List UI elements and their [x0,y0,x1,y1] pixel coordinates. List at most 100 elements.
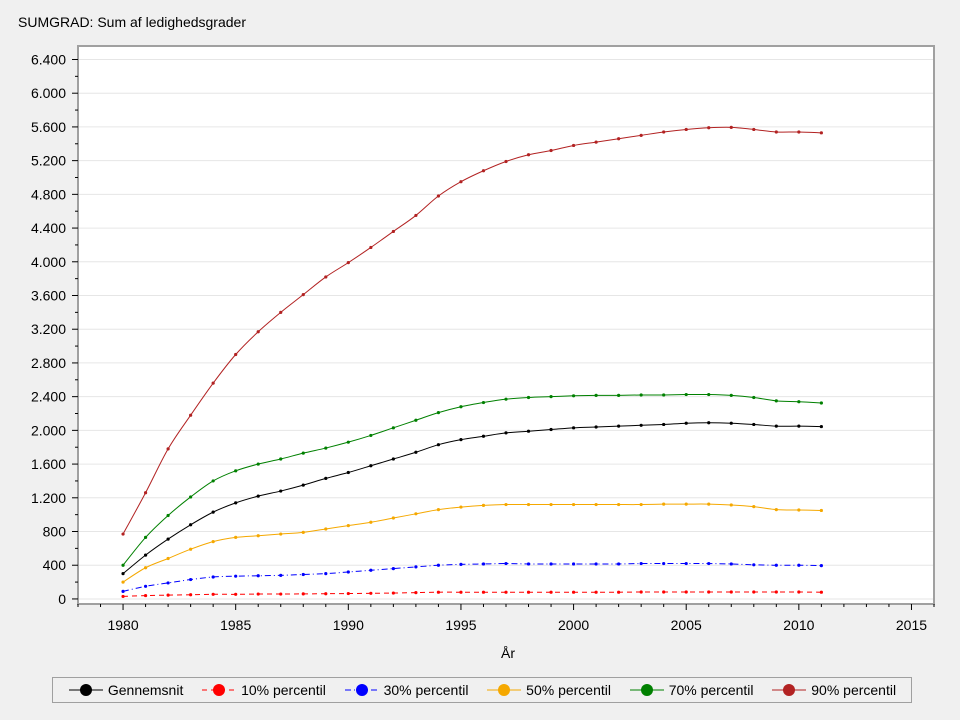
legend-label: Gennemsnit [107,682,184,698]
data-point [436,411,441,415]
legend: Gennemsnit 10% percentil 30% percentil 50% … [52,677,912,703]
legend-label: 30% percentil [383,682,469,698]
data-point [549,148,553,153]
data-point [662,502,666,506]
legend-label: 10% percentil [241,682,326,698]
data-point [662,561,666,566]
data-point [301,293,305,297]
data-point [549,427,553,432]
data-point [234,535,238,540]
data-point [436,590,441,594]
data-point [189,547,193,551]
data-point [211,575,215,579]
data-point [571,590,576,594]
data-point [391,457,395,461]
data-point [752,395,756,400]
data-point [324,592,328,596]
data-point [279,573,283,577]
data-point [414,418,418,422]
data-point [684,590,688,594]
data-point [234,592,238,596]
series-70-percentil [121,392,823,567]
data-point [324,476,328,481]
data-point [166,513,170,518]
data-point [526,395,531,400]
data-point [459,505,463,509]
y-tick-label: 6.000 [31,85,66,101]
data-point [617,424,621,428]
data-point [481,400,486,405]
x-tick-label: 1985 [220,617,251,633]
data-point [504,502,508,507]
data-point [391,229,395,234]
data-point [797,563,801,567]
data-point [166,556,170,561]
data-point [526,562,531,566]
data-point [797,424,801,428]
data-point [481,169,486,173]
data-point [346,470,350,475]
data-point [121,563,125,567]
data-point [324,275,328,279]
data-point [436,563,441,567]
data-point [662,130,666,134]
plot-frame [77,45,935,605]
data-point [121,532,125,536]
data-point [481,562,486,566]
x-tick-label: 2005 [671,617,702,633]
data-point [143,584,148,588]
data-point [166,593,170,597]
legend-label: 50% percentil [526,682,611,698]
data-point [301,530,305,534]
data-point [526,153,531,157]
data-point [166,447,170,451]
data-point [279,457,283,461]
data-point [301,451,305,455]
data-point [752,127,756,132]
y-tick-label: 2.000 [31,422,66,438]
data-point [256,574,260,578]
data-point [234,574,238,578]
data-point [549,562,553,566]
data-point [369,568,373,572]
y-tick-label: 1.200 [31,490,66,506]
data-point [549,502,553,507]
data-point [459,405,463,409]
data-point [504,590,508,594]
data-point [639,502,643,507]
series-line [122,422,822,575]
legend-entry: 10% percentil [201,682,326,698]
data-point [369,520,373,524]
data-point [391,591,395,595]
legend-label: 70% percentil [668,682,754,698]
data-point [549,395,553,399]
legend-swatch [487,684,522,696]
data-point [414,512,418,516]
data-point [662,393,666,397]
legend-entry: 70% percentil [629,682,754,698]
y-tick-label: 3.600 [31,287,66,303]
legend-entry: Gennemsnit [68,682,183,698]
series-line [122,126,822,535]
data-point [143,535,148,540]
data-point [143,593,148,598]
data-point [346,524,350,528]
data-point [234,352,238,357]
data-point [729,590,733,594]
data-point [684,127,688,132]
plot-area: 0 400 800 1.200 1.600 2.000 2.400 2.800 3.200 3.6… [31,45,935,661]
data-point [774,424,778,428]
data-point [346,261,350,265]
y-tick-label: 6.400 [31,51,66,67]
data-point [414,213,418,218]
data-point [504,159,508,164]
data-point [189,495,193,499]
chart-title: SUMGRAD: Sum af ledighedsgrader [18,14,246,30]
data-point [121,589,125,593]
y-tick-label: 4.400 [31,220,66,236]
data-point [324,527,328,531]
data-point [414,565,418,569]
data-point [684,421,688,425]
data-point [414,591,418,595]
data-point [662,422,666,427]
